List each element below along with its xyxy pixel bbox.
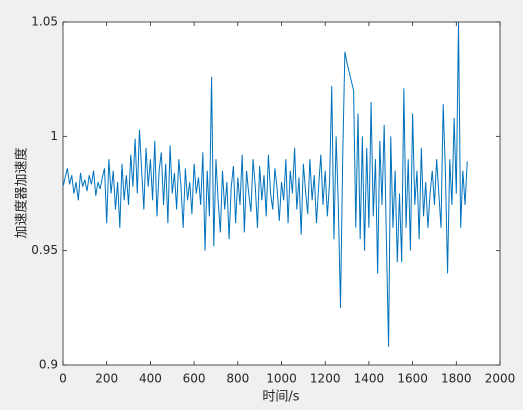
y-tick-label: 0.95 xyxy=(31,243,58,257)
plot-area xyxy=(62,21,501,366)
x-tick-label: 1600 xyxy=(397,372,428,386)
x-tick-label: 400 xyxy=(139,372,162,386)
y-tick-label: 0.9 xyxy=(39,358,58,372)
x-tick-label: 1800 xyxy=(441,372,472,386)
x-tick-label: 600 xyxy=(183,372,206,386)
x-tick-label: 200 xyxy=(95,372,118,386)
x-axis-label: 时间/s xyxy=(262,390,299,405)
x-tick-label: 0 xyxy=(59,372,67,386)
x-tick-label: 1200 xyxy=(310,372,341,386)
x-tick-label: 1000 xyxy=(266,372,297,386)
y-tick-label: 1.05 xyxy=(31,15,58,29)
y-axis-label: 加速度器加速度 xyxy=(14,147,30,238)
x-tick-label: 1400 xyxy=(354,372,385,386)
x-tick-label: 2000 xyxy=(485,372,516,386)
y-tick-label: 1 xyxy=(50,129,58,143)
x-tick-label: 800 xyxy=(226,372,249,386)
data-line xyxy=(62,21,468,347)
